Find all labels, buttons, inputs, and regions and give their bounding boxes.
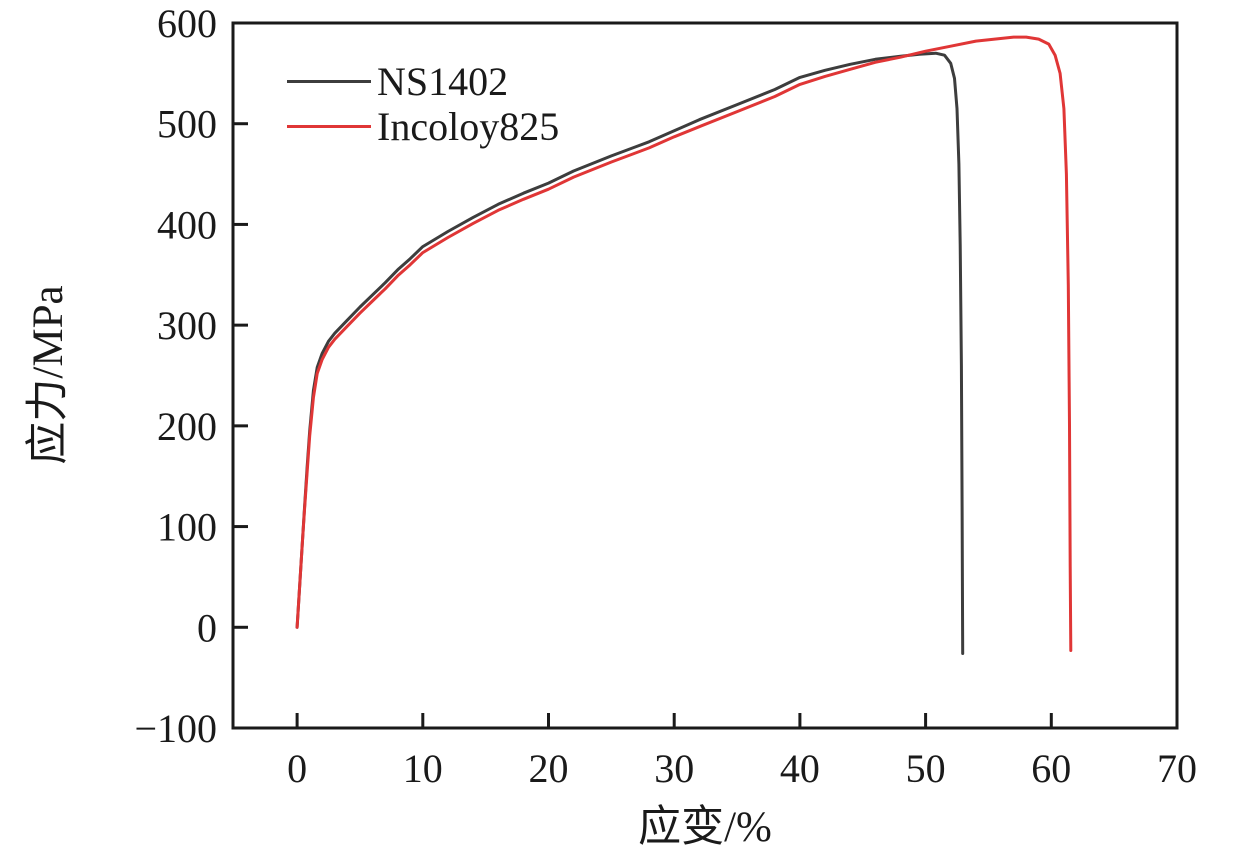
- legend-label-ns1402: NS1402: [377, 58, 509, 104]
- x-tick-label: 10: [403, 746, 443, 791]
- x-axis-label: 应变/%: [638, 804, 772, 851]
- legend-item-incoloy825: Incoloy825: [287, 104, 559, 149]
- y-tick-label: 600: [157, 1, 217, 46]
- x-tick-label: 60: [1031, 746, 1071, 791]
- x-tick-label: 30: [654, 746, 694, 791]
- curve-ns1402: [295, 51, 965, 655]
- plot-border: [231, 21, 1179, 730]
- legend: NS1402 Incoloy825: [287, 59, 559, 149]
- x-tick-label: 50: [906, 746, 946, 791]
- y-tick-label: 200: [157, 404, 217, 449]
- legend-line-swatch-ns1402: [287, 80, 371, 83]
- curve-incoloy825: [295, 35, 1073, 652]
- y-tick-label: 0: [197, 605, 217, 650]
- y-tick-label: 300: [157, 303, 217, 348]
- y-tick-label: −100: [134, 706, 217, 751]
- y-axis-label: 应力/MPa: [25, 285, 72, 465]
- y-tick-label: 500: [157, 102, 217, 147]
- legend-item-ns1402: NS1402: [287, 59, 559, 104]
- legend-label-incoloy825: Incoloy825: [377, 103, 560, 149]
- y-tick-label: 400: [157, 202, 217, 247]
- x-tick-label: 20: [529, 746, 569, 791]
- legend-line-swatch-incoloy825: [287, 125, 371, 128]
- x-tick-label: 40: [780, 746, 820, 791]
- y-tick-label: 100: [157, 505, 217, 550]
- x-tick-label: 0: [287, 746, 307, 791]
- x-tick-label: 70: [1157, 746, 1197, 791]
